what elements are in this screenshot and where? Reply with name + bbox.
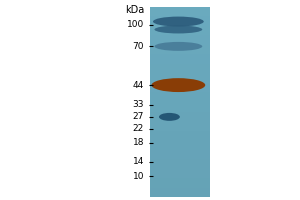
Ellipse shape <box>159 113 180 121</box>
Bar <box>150 188 210 197</box>
Bar <box>150 92 210 102</box>
Bar <box>150 26 210 35</box>
Text: 18: 18 <box>133 138 144 147</box>
Text: 100: 100 <box>127 20 144 29</box>
Bar <box>150 54 210 64</box>
Bar <box>150 7 210 197</box>
Ellipse shape <box>152 78 205 92</box>
Bar <box>150 73 210 83</box>
Text: kDa: kDa <box>125 5 144 15</box>
Text: 22: 22 <box>133 124 144 133</box>
Bar <box>150 112 210 121</box>
Ellipse shape <box>154 26 202 33</box>
Bar <box>150 35 210 45</box>
Text: 27: 27 <box>133 112 144 121</box>
Bar <box>150 64 210 73</box>
Ellipse shape <box>153 17 204 27</box>
Ellipse shape <box>154 42 202 51</box>
Bar <box>150 83 210 92</box>
Bar <box>150 169 210 178</box>
Bar <box>150 121 210 131</box>
Bar <box>150 16 210 26</box>
Text: 14: 14 <box>133 157 144 166</box>
Bar <box>150 45 210 54</box>
Bar <box>150 159 210 169</box>
Text: 44: 44 <box>133 81 144 90</box>
Text: 33: 33 <box>133 100 144 109</box>
Bar <box>150 140 210 150</box>
Bar <box>150 131 210 140</box>
Text: 70: 70 <box>133 42 144 51</box>
Text: 10: 10 <box>133 172 144 181</box>
Bar <box>150 7 210 16</box>
Bar <box>150 150 210 159</box>
Bar <box>150 102 210 112</box>
Bar <box>150 178 210 188</box>
